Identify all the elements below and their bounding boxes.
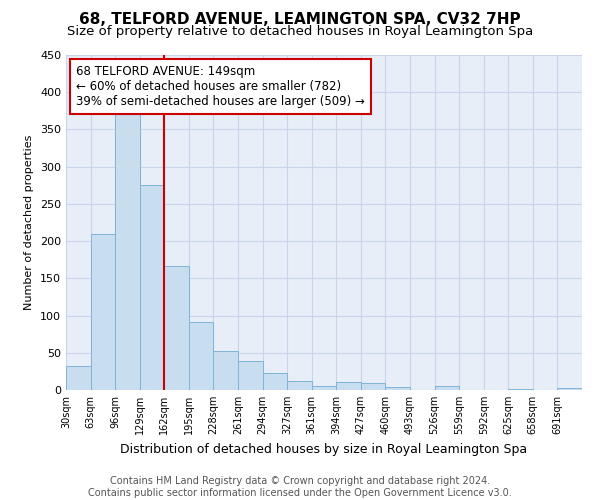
Bar (508, 388, 533, 390)
Text: Size of property relative to detached houses in Royal Leamington Spa: Size of property relative to detached ho… (67, 25, 533, 38)
Bar (557, 388, 582, 390)
Bar (434, 386, 459, 390)
Bar (140, 186, 164, 390)
Bar (115, 107, 140, 390)
Bar (214, 352, 238, 390)
Bar (189, 322, 214, 390)
Bar (336, 382, 361, 390)
Text: Contains HM Land Registry data © Crown copyright and database right 2024.
Contai: Contains HM Land Registry data © Crown c… (88, 476, 512, 498)
Bar (263, 373, 287, 390)
Bar (238, 361, 263, 390)
Y-axis label: Number of detached properties: Number of detached properties (25, 135, 34, 310)
X-axis label: Distribution of detached houses by size in Royal Leamington Spa: Distribution of detached houses by size … (121, 442, 527, 456)
Bar (66, 366, 91, 390)
Bar (91, 234, 115, 390)
Bar (287, 381, 312, 390)
Bar (361, 382, 385, 390)
Bar (385, 387, 410, 390)
Text: 68, TELFORD AVENUE, LEAMINGTON SPA, CV32 7HP: 68, TELFORD AVENUE, LEAMINGTON SPA, CV32… (79, 12, 521, 28)
Text: 68 TELFORD AVENUE: 149sqm
← 60% of detached houses are smaller (782)
39% of semi: 68 TELFORD AVENUE: 149sqm ← 60% of detac… (76, 65, 365, 108)
Bar (164, 266, 189, 390)
Bar (312, 386, 336, 390)
